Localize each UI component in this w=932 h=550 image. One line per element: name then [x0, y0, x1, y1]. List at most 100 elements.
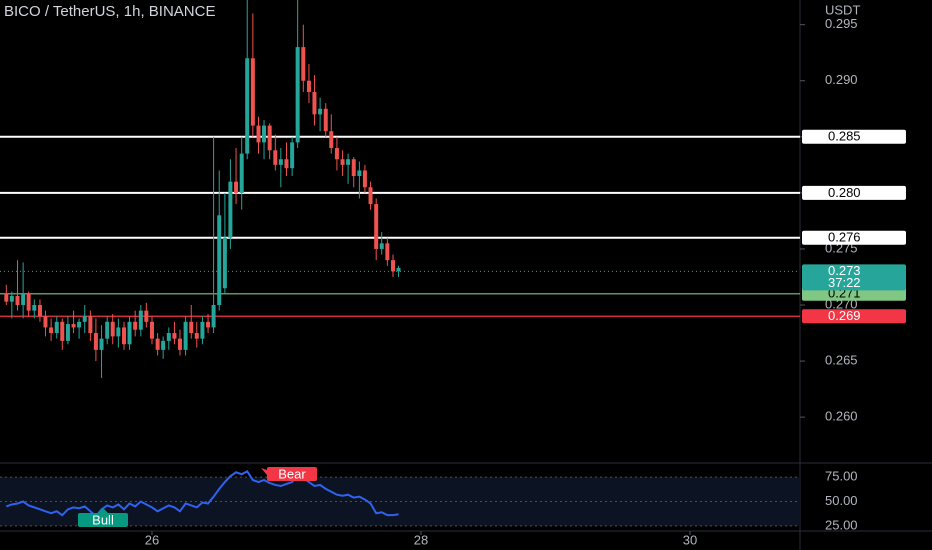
candle-body: [284, 159, 289, 169]
candle-body: [245, 58, 250, 154]
candle-body: [200, 321, 205, 339]
rsi-line: [5, 469, 399, 518]
candle-body: [37, 305, 42, 317]
current-price-label: 0.273: [828, 263, 861, 278]
level-label-box: [802, 309, 906, 324]
candle-body: [306, 80, 311, 92]
candle-body: [54, 321, 59, 334]
level-label-box: [802, 129, 906, 144]
candle-body: [116, 327, 121, 337]
y-tick-label: 0.265: [825, 353, 858, 368]
candle-body: [217, 215, 222, 306]
rsi-tick-label: 50.00: [825, 493, 858, 508]
candle-body: [60, 321, 65, 341]
candle-body: [290, 142, 295, 169]
candle-body: [189, 321, 194, 334]
candle-body: [138, 310, 143, 330]
candle-body: [312, 91, 317, 115]
candle-body: [166, 333, 171, 341]
x-tick-label: 26: [145, 532, 159, 547]
candle-body: [278, 159, 283, 165]
candle-body: [177, 338, 182, 350]
candle-body: [43, 316, 48, 328]
candle-body: [301, 47, 306, 81]
annotation-box: [78, 513, 128, 527]
candle-body: [396, 268, 401, 272]
y-tick-label: 0.290: [825, 72, 858, 87]
candle-body: [262, 125, 267, 143]
candle-body: [77, 321, 82, 328]
candle-body: [15, 296, 20, 306]
candle-body: [26, 293, 31, 311]
candle-body: [172, 333, 177, 339]
countdown-label: 37:22: [828, 275, 861, 290]
candle-body: [362, 170, 367, 188]
candle-body: [379, 243, 384, 249]
candle-body: [93, 333, 98, 350]
candle-body: [222, 237, 227, 289]
candle-body: [133, 321, 138, 330]
unit-label: USDT: [825, 2, 860, 17]
level-label: 0.269: [828, 308, 861, 323]
candle-body: [99, 338, 104, 350]
candle-body: [329, 131, 334, 149]
x-tick-label: 30: [683, 532, 697, 547]
candle-body: [391, 260, 396, 272]
level-label: 0.280: [828, 185, 861, 200]
candle-body: [32, 305, 37, 311]
candle-body: [183, 321, 188, 350]
candle-body: [161, 340, 166, 350]
candle-body: [65, 324, 70, 341]
level-label-box: [802, 185, 906, 200]
candle-body: [82, 316, 87, 322]
candle-body: [346, 159, 351, 165]
candle-body: [110, 321, 115, 337]
candle-body: [127, 321, 132, 345]
rsi-tick-label: 25.00: [825, 517, 858, 532]
y-tick-label: 0.260: [825, 409, 858, 424]
level-label: 0.285: [828, 129, 861, 144]
candle-body: [144, 310, 149, 322]
candle-body: [385, 243, 390, 261]
candle-body: [149, 321, 154, 339]
candle-body: [49, 327, 54, 334]
candle-body: [105, 321, 110, 339]
candle-body: [71, 324, 76, 328]
plot-area: [0, 0, 800, 550]
candle-body: [267, 125, 272, 151]
annotation-text: Bear: [278, 466, 306, 481]
annotation-pointer: [98, 508, 108, 513]
candle-body: [273, 150, 278, 165]
annotation-text: Bull: [92, 512, 114, 527]
candle-body: [239, 153, 244, 193]
rsi-tick-label: 75.00: [825, 469, 858, 484]
candle-body: [374, 204, 379, 249]
candle-body: [88, 316, 93, 334]
candle-body: [234, 181, 239, 193]
candle-body: [122, 327, 127, 345]
level-label-box: [802, 230, 906, 245]
candle-body: [206, 321, 211, 328]
candle-body: [194, 333, 199, 339]
y-tick-label: 0.295: [825, 16, 858, 31]
level-label: 0.276: [828, 230, 861, 245]
candle-body: [155, 338, 160, 350]
candle-body: [334, 148, 339, 160]
candle-body: [323, 108, 328, 132]
candle-body: [21, 293, 26, 306]
candle-body: [250, 58, 255, 126]
current-price-box: [802, 264, 906, 291]
annotation-box: [267, 467, 317, 481]
candle-body: [9, 296, 14, 302]
x-tick-label: 28: [414, 532, 428, 547]
chart-title: BICO / TetherUS, 1h, BINANCE: [4, 3, 215, 20]
candle-body: [368, 187, 373, 205]
candle-body: [228, 181, 233, 238]
candle-body: [357, 170, 362, 177]
candle-body: [340, 159, 345, 165]
candle-body: [318, 108, 323, 115]
annotation-pointer: [261, 468, 267, 475]
candle-body: [211, 305, 216, 328]
